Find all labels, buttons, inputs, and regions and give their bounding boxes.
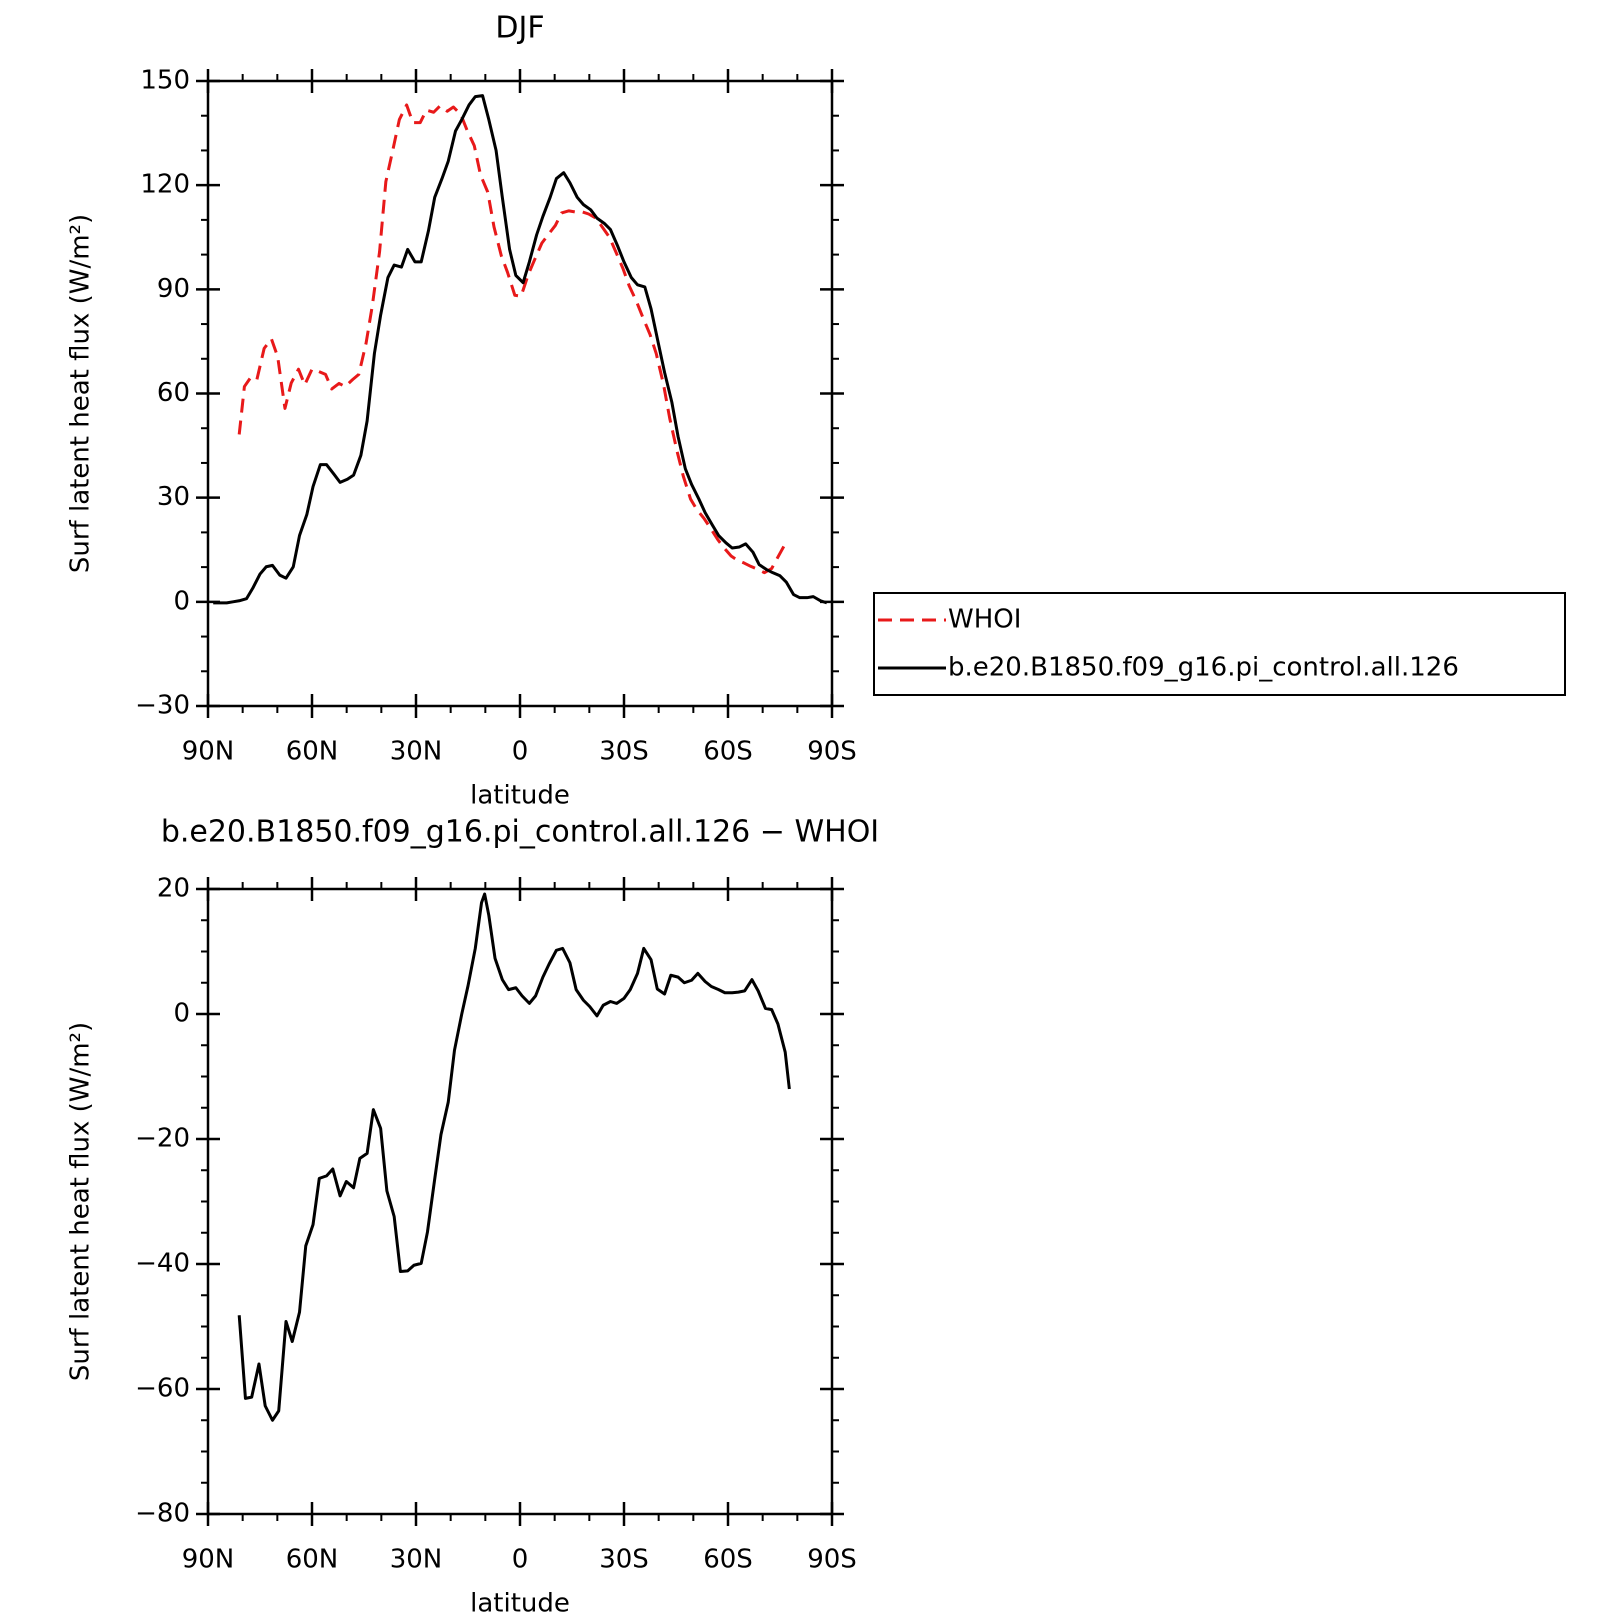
x-tick-label: 30N [390, 1545, 443, 1575]
x-tick-label: 90N [182, 737, 235, 767]
y-tick-label: −40 [135, 1249, 190, 1279]
legend-label: WHOI [948, 605, 1021, 635]
x-tick-label: 60N [286, 737, 339, 767]
chart-title: b.e20.B1850.f09_g16.pi_control.all.126 −… [161, 815, 879, 850]
data-line [237, 892, 791, 1422]
x-axis-label: latitude [470, 781, 570, 811]
y-tick-label: −80 [135, 1499, 190, 1529]
x-axis-label: latitude [470, 1589, 570, 1619]
x-tick-label: 30S [599, 737, 649, 767]
x-tick-label: 0 [512, 737, 529, 767]
y-tick-label: 60 [157, 378, 190, 408]
y-tick-label: 150 [140, 66, 190, 96]
legend-box [873, 592, 1566, 696]
x-tick-label: 90N [182, 1545, 235, 1575]
y-tick-label: 0 [173, 999, 190, 1029]
y-axis-label: Surf latent heat flux (W/m²) [66, 1022, 96, 1381]
y-axis-label: Surf latent heat flux (W/m²) [66, 214, 96, 573]
x-tick-label: 90S [807, 737, 857, 767]
x-tick-label: 60S [703, 1545, 753, 1575]
legend-label: b.e20.B1850.f09_g16.pi_control.all.126 [948, 653, 1459, 683]
data-line [237, 103, 790, 575]
data-line [213, 94, 828, 605]
x-tick-label: 90S [807, 1545, 857, 1575]
y-tick-label: 30 [157, 482, 190, 512]
x-tick-label: 30S [599, 1545, 649, 1575]
x-tick-label: 0 [512, 1545, 529, 1575]
x-tick-label: 60S [703, 737, 753, 767]
y-tick-label: −60 [135, 1374, 190, 1404]
y-tick-label: 120 [140, 170, 190, 200]
y-tick-label: 0 [173, 586, 190, 616]
plot-frame [206, 79, 834, 708]
chart-title: DJF [495, 11, 544, 46]
plot-frame [206, 887, 834, 1516]
y-tick-label: −30 [135, 691, 190, 721]
y-tick-label: 20 [157, 874, 190, 904]
y-tick-label: −20 [135, 1124, 190, 1154]
x-tick-label: 30N [390, 737, 443, 767]
y-tick-label: 90 [157, 274, 190, 304]
x-tick-label: 60N [286, 1545, 339, 1575]
